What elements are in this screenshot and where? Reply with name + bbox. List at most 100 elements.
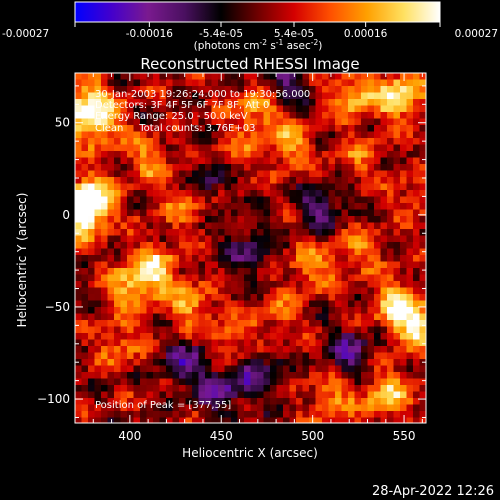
heatmap-cell (172, 326, 180, 334)
heatmap-cell (81, 248, 89, 256)
heatmap-cell (172, 229, 180, 236)
heatmap-cell (270, 118, 277, 126)
heatmap-cell (328, 346, 336, 353)
heatmap-cell (263, 274, 271, 282)
heatmap-cell (419, 112, 426, 119)
heatmap-cell (140, 118, 147, 126)
heatmap-cell (328, 385, 336, 392)
heatmap-cell (283, 372, 290, 379)
heatmap-cell (283, 242, 290, 249)
heatmap-cell (393, 157, 401, 165)
heatmap-cell (237, 365, 245, 373)
heatmap-cell (354, 118, 362, 126)
heatmap-cell (322, 190, 329, 197)
heatmap-cell (237, 268, 245, 275)
heatmap-cell (270, 417, 277, 423)
heatmap-cell (322, 398, 329, 405)
heatmap-cell (159, 287, 167, 295)
heatmap-cell (75, 242, 82, 249)
heatmap-cell (289, 294, 297, 301)
heatmap-cell (374, 73, 381, 80)
heatmap-cell (257, 79, 264, 87)
heatmap-cell (322, 242, 329, 249)
heatmap-cell (367, 79, 375, 87)
heatmap-cell (393, 190, 401, 197)
heatmap-cell (211, 261, 219, 269)
heatmap-cell (94, 242, 102, 249)
heatmap-cell (400, 86, 407, 93)
heatmap-cell (387, 307, 394, 314)
heatmap-cell (205, 229, 212, 236)
heatmap-cell (309, 359, 316, 366)
heatmap-cell (224, 248, 232, 256)
heatmap-cell (146, 118, 154, 126)
heatmap-cell (224, 203, 232, 210)
heatmap-cell (380, 164, 388, 171)
heatmap-cell (250, 417, 258, 423)
heatmap-cell (361, 339, 368, 347)
heatmap-cell (296, 203, 303, 210)
heatmap-cell (166, 372, 173, 379)
heatmap-cell (270, 235, 277, 243)
heatmap-cell (361, 404, 368, 412)
heatmap-cell (172, 372, 180, 379)
heatmap-cell (315, 242, 323, 249)
heatmap-cell (146, 144, 154, 152)
heatmap-cell (335, 209, 342, 217)
heatmap-cell (127, 79, 134, 87)
heatmap-cell (374, 112, 381, 119)
heatmap-cell (276, 352, 284, 360)
heatmap-cell (257, 404, 264, 412)
heatmap-cell (224, 274, 232, 282)
heatmap-cell (302, 209, 310, 217)
heatmap-cell (283, 417, 290, 423)
heatmap-cell (335, 404, 342, 412)
heatmap-cell (146, 125, 154, 132)
heatmap-cell (341, 157, 349, 165)
heatmap-cell (393, 248, 401, 256)
heatmap-cell (341, 73, 349, 80)
heatmap-cell (244, 274, 251, 282)
heatmap-cell (75, 235, 82, 243)
heatmap-cell (94, 157, 102, 165)
heatmap-cell (393, 203, 401, 210)
heatmap-cell (81, 359, 89, 366)
heatmap-cell (244, 118, 251, 126)
heatmap-cell (406, 411, 414, 418)
heatmap-cell (257, 287, 264, 295)
heatmap-cell (205, 333, 212, 340)
heatmap-cell (283, 86, 290, 93)
heatmap-cell (263, 151, 271, 158)
heatmap-cell (380, 242, 388, 249)
heatmap-cell (263, 398, 271, 405)
heatmap-cell (348, 391, 355, 399)
heatmap-cell (218, 320, 225, 327)
heatmap-cell (380, 255, 388, 262)
heatmap-cell (283, 222, 290, 230)
heatmap-cell (179, 196, 186, 204)
heatmap-cell (289, 398, 297, 405)
heatmap-cell (393, 333, 401, 340)
heatmap-cell (263, 255, 271, 262)
heatmap-cell (133, 372, 141, 379)
heatmap-cell (361, 144, 368, 152)
heatmap-cell (380, 346, 388, 353)
heatmap-cell (296, 105, 303, 113)
heatmap-cell (263, 346, 271, 353)
heatmap-cell (413, 157, 420, 165)
heatmap-cell (413, 417, 420, 423)
heatmap-cell (289, 177, 297, 184)
heatmap-cell (322, 391, 329, 399)
heatmap-cell (205, 209, 212, 217)
heatmap-cell (289, 365, 297, 373)
heatmap-cell (276, 177, 284, 184)
heatmap-cell (406, 417, 414, 423)
heatmap-cell (387, 359, 394, 366)
heatmap-cell (250, 170, 258, 178)
heatmap-cell (94, 391, 102, 399)
heatmap-cell (322, 196, 329, 204)
heatmap-cell (211, 99, 219, 106)
heatmap-cell (341, 326, 349, 334)
heatmap-cell (211, 274, 219, 282)
heatmap-cell (101, 391, 108, 399)
